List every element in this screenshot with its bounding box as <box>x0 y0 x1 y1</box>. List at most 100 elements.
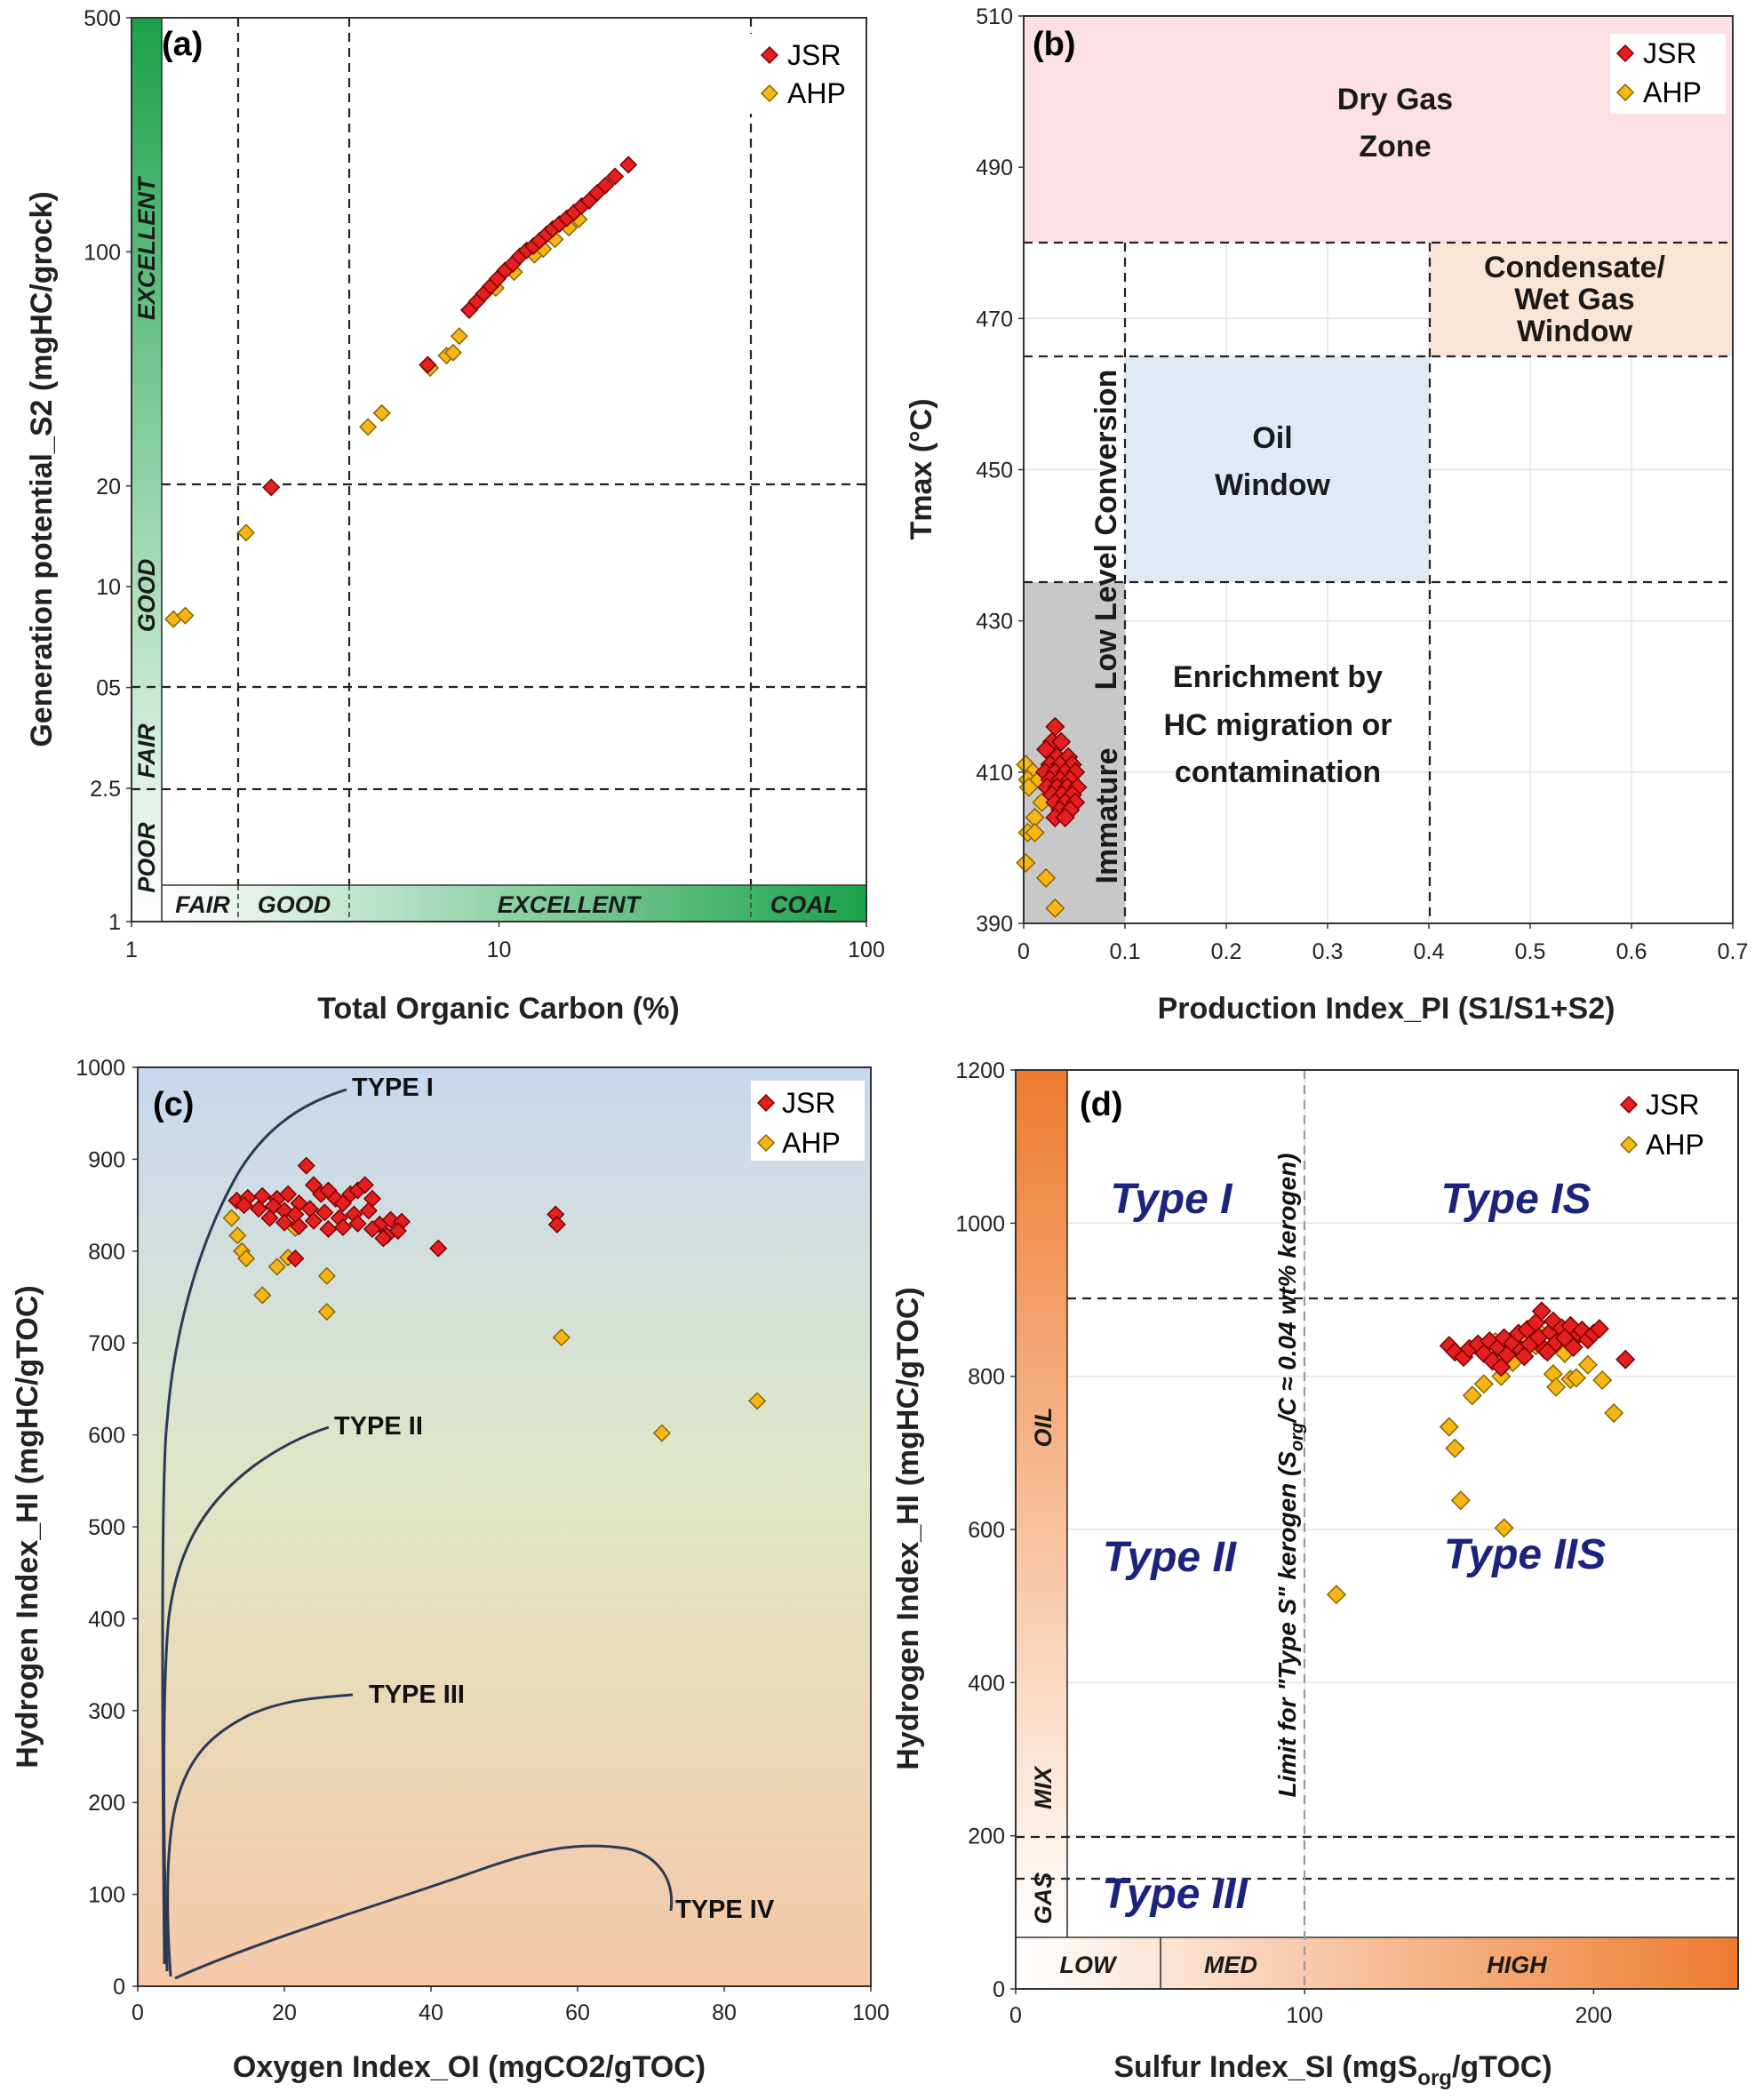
panel-b-zone-dry-gas-1: Dry Gas <box>1337 83 1453 116</box>
panel-c-ytick-label: 200 <box>88 1791 125 1816</box>
panel-a-y-band <box>132 18 162 922</box>
panel-a-point-jsr <box>596 176 615 195</box>
panel-a-ytick-label: 100 <box>84 240 121 265</box>
panel-d-point-jsr <box>1589 1319 1609 1339</box>
panel-d: OIL MIX GAS LOW MED HIGH Type I Type IS … <box>891 1058 1739 2090</box>
panel-d-point-jsr <box>1563 1337 1583 1357</box>
panel-c-point-ahp <box>267 1258 286 1276</box>
panel-d-legend-ahp-marker <box>1619 1135 1639 1154</box>
panel-d-point-jsr <box>1531 1301 1552 1321</box>
panel-c-point-ahp <box>317 1302 336 1321</box>
panel-d-point-ahp <box>1439 1417 1459 1437</box>
panel-d-point-ahp <box>1445 1438 1465 1458</box>
panel-d-point-ahp <box>1546 1377 1567 1397</box>
panel-d-xlabel-end: /gTOC) <box>1452 2050 1552 2084</box>
panel-b-zone-enrichment-3: contamination <box>1175 755 1381 789</box>
panel-c-point-jsr <box>355 1176 374 1194</box>
panel-a-point-ahp <box>372 403 391 422</box>
panel-c-point-jsr <box>547 1215 566 1234</box>
panel-d-yband-mix: MIX <box>1030 1765 1057 1809</box>
panel-b-zone-enrichment-1: Enrichment by <box>1173 660 1383 694</box>
panel-a-plot-area <box>131 17 867 922</box>
panel-b-zone-condensate-3: Window <box>1517 315 1633 348</box>
panel-b-zone-oil-1: Oil <box>1252 421 1292 455</box>
panel-c-point-ahp <box>253 1286 272 1305</box>
panel-a-legend-jsr: JSR <box>787 39 841 71</box>
panel-b-ytick-label: 430 <box>976 610 1013 635</box>
panel-c-legend-jsr: JSR <box>782 1087 835 1119</box>
panel-d-ytick-label: 600 <box>968 1518 1005 1543</box>
panel-c-point-ahp <box>317 1266 336 1285</box>
panel-b-zone-condensate-1: Condensate/ <box>1484 251 1666 284</box>
panel-c-background <box>138 1067 871 1986</box>
panel-d-ytick-label: 200 <box>968 1825 1005 1849</box>
panel-b-ytick-label: 490 <box>976 156 1013 180</box>
panel-c-ticks: 0 20 40 60 80 1000100200300400500600700800900… <box>76 1056 889 2025</box>
panel-c-curve-type-ii <box>162 1425 330 1972</box>
panel-d-ytick-label: 1000 <box>955 1211 1005 1236</box>
panel-c-ylabel: Hydrogen Index_HI (mgHC/gTOC) <box>11 1285 44 1768</box>
panel-b-zone-dry-gas-2: Zone <box>1359 130 1431 164</box>
panel-c-point-jsr <box>429 1239 448 1258</box>
panel-d-limit-label-sub: org <box>1288 1423 1307 1451</box>
panel-c-point-jsr <box>275 1213 294 1232</box>
panel-d-ytick-label: 400 <box>968 1671 1005 1696</box>
panel-c-xtick-label: 80 <box>712 2000 737 2025</box>
panel-d-x-band <box>1016 1937 1738 1989</box>
panel-b-xtick-label: 0.6 <box>1616 939 1647 964</box>
panel-c-point-jsr <box>235 1196 253 1215</box>
panel-b-legend-jsr-marker <box>1615 44 1635 63</box>
panel-a-point-ahp <box>236 523 255 542</box>
panel-a-legend-ahp-marker <box>760 84 779 103</box>
panel-a-point-ahp <box>443 343 462 362</box>
panel-d-legend-jsr: JSR <box>1646 1089 1699 1121</box>
panel-c-point-jsr <box>363 1219 382 1239</box>
panel-d-ytick-label: 800 <box>968 1365 1005 1390</box>
panel-d-legend-jsr-marker <box>1619 1095 1639 1114</box>
panel-c-point-jsr <box>348 1214 367 1233</box>
panel-a-point-jsr <box>419 355 437 374</box>
panel-a: EXCELLENT GOOD FAIR POOR FAIR GOOD EXCEL… <box>25 6 885 1026</box>
panel-d-point-ahp <box>1577 1354 1598 1375</box>
panel-a-xtick-label: 1 <box>125 938 138 962</box>
panel-b-zone-condensate-2: Wet Gas <box>1514 283 1634 316</box>
panel-a-ytick-label: 10 <box>96 575 121 600</box>
panel-c-ytick-label: 600 <box>88 1424 125 1449</box>
panel-c-xtick-label: 20 <box>272 2000 297 2025</box>
panel-c-point-jsr <box>279 1185 298 1203</box>
panel-b-point-ahp <box>1045 898 1065 919</box>
panel-b-ytick-label: 450 <box>976 459 1013 483</box>
panel-b-xtick-label: 0 <box>1017 939 1030 964</box>
panel-a-point-jsr <box>619 156 638 174</box>
panel-a-point-ahp <box>450 327 468 346</box>
panel-b-xtick-label: 0.7 <box>1718 939 1749 964</box>
panel-a-xband-good: GOOD <box>258 891 331 918</box>
panel-c-xtick-label: 60 <box>565 2000 590 2025</box>
panel-b-xtick-label: 0.5 <box>1515 939 1546 964</box>
panel-c-label: (c) <box>153 1086 194 1123</box>
panel-c-legend: JSR AHP <box>751 1081 865 1161</box>
panel-d-yband-oil: OIL <box>1030 1408 1057 1448</box>
panel-d-point-jsr <box>1491 1357 1512 1377</box>
panel-a-ytick-label: 500 <box>84 6 121 31</box>
panel-b-xtick-label: 0.2 <box>1211 939 1242 964</box>
panel-a-yband-fair: FAIR <box>133 723 160 779</box>
panel-c-label-type-i: TYPE I <box>352 1074 434 1102</box>
panel-a-yband-excellent: EXCELLENT <box>133 175 160 320</box>
panel-d-point-ahp <box>1592 1369 1613 1391</box>
panel-b-ticks: 0 0.1 0.2 0.3 0.4 0.5 0.6 0.7 390 410 430 450 470 490… <box>976 4 1748 964</box>
panel-c-point-jsr <box>359 1202 378 1220</box>
panel-c-point-ahp <box>228 1226 247 1245</box>
panel-c-ytick-label: 800 <box>88 1240 125 1265</box>
panel-d-ylabel: Hydrogen Index_HI (mgHC/gTOC) <box>891 1287 925 1769</box>
panel-c-ytick-label: 300 <box>88 1699 125 1724</box>
panel-c-point-jsr <box>319 1219 338 1239</box>
panel-b-label: (b) <box>1033 26 1076 63</box>
panel-d-point-ahp <box>1450 1490 1471 1511</box>
panel-b-point-ahp <box>1025 822 1045 842</box>
panel-c-point-ahp <box>237 1250 256 1268</box>
panel-d-point-jsr <box>1514 1346 1535 1367</box>
panel-d-limit-label-1: Limit for "Type S" kerogen (S <box>1273 1451 1301 1798</box>
panel-a-ytick-label: 05 <box>96 676 121 701</box>
